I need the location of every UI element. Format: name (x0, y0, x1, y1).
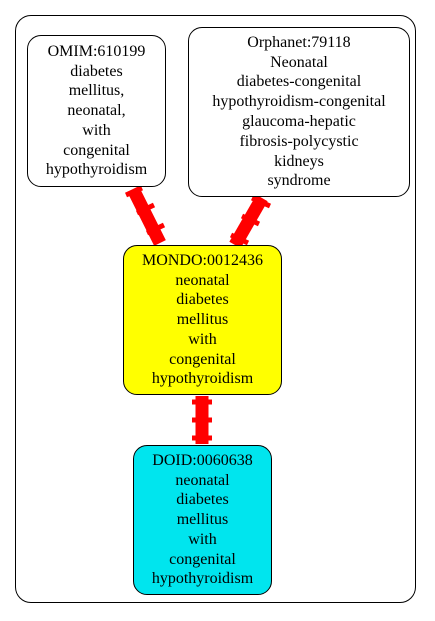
node-orphanet-label-line: hypothyroidism-congenital (212, 93, 386, 111)
node-orphanet: Orphanet:79118 Neonatal diabetes-congeni… (188, 27, 410, 197)
edge-mondo-doid (192, 396, 212, 444)
node-omim-label-line: diabetes (70, 62, 123, 80)
node-omim-label-line: neonatal, (67, 102, 126, 120)
node-omim-label-line: congenital (63, 141, 130, 159)
node-doid-label-line: diabetes (176, 491, 229, 509)
node-orphanet-id: Orphanet:79118 (247, 33, 351, 51)
node-doid-label-line: hypothyroidism (151, 570, 254, 588)
node-mondo-label-line: with (188, 330, 217, 348)
node-mondo: MONDO:0012436 neonatal diabetes mellitus… (123, 245, 282, 395)
node-mondo-id: MONDO:0012436 (142, 251, 263, 269)
node-omim: OMIM:610199 diabetes mellitus, neonatal,… (27, 35, 166, 187)
edge-orphanet-mondo (229, 194, 272, 249)
node-orphanet-label-line: syndrome (267, 172, 331, 190)
graph-cluster-frame (15, 15, 416, 603)
node-orphanet-label-line: Neonatal (270, 53, 328, 71)
node-orphanet-label-line: fibrosis-polycystic (239, 132, 359, 150)
node-mondo-label-line: diabetes (176, 291, 229, 309)
node-omim-label-line: mellitus, (68, 82, 125, 100)
node-orphanet-label-line: diabetes-congenital (236, 73, 362, 91)
edge-omim-mondo (124, 185, 166, 246)
node-mondo-label-line: congenital (169, 350, 236, 368)
node-doid-label-line: with (188, 530, 217, 548)
node-mondo-label-line: hypothyroidism (151, 370, 254, 388)
node-orphanet-label-line: kidneys (274, 152, 324, 170)
node-mondo-label-line: neonatal (175, 271, 230, 289)
node-orphanet-label-line: glaucoma-hepatic (242, 113, 356, 130)
node-doid-label-line: neonatal (175, 471, 230, 489)
node-omim-label-line: with (82, 121, 111, 139)
node-doid-label-line: congenital (169, 550, 236, 568)
node-mondo-label-line: mellitus (176, 311, 229, 329)
node-doid-label-line: mellitus (176, 511, 229, 529)
node-doid: DOID:0060638 neonatal diabetes mellitus … (133, 445, 272, 595)
node-doid-id: DOID:0060638 (152, 451, 253, 469)
node-omim-label-line: hypothyroidism (45, 161, 148, 179)
node-omim-id: OMIM:610199 (47, 42, 146, 60)
